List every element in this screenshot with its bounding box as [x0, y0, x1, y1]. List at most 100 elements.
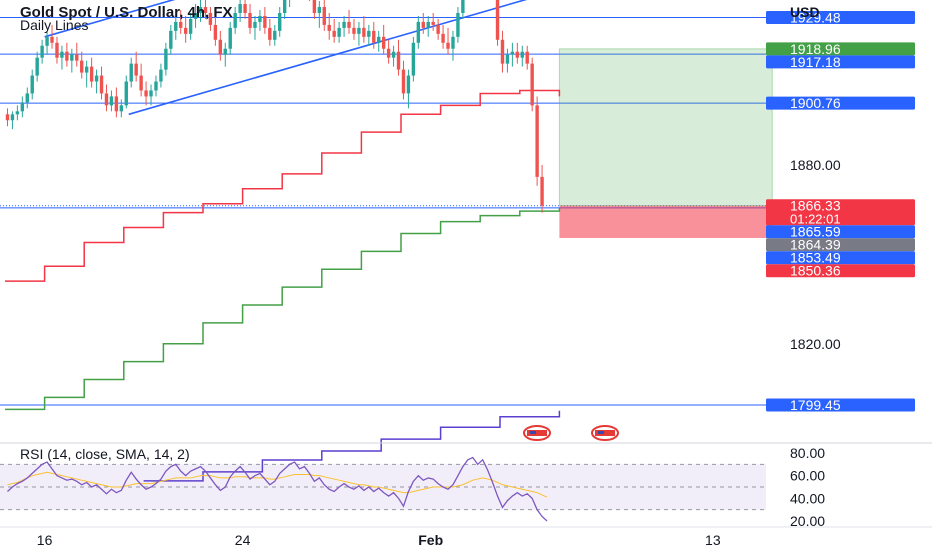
price-badge-bg — [766, 96, 915, 110]
candle — [238, 0, 242, 22]
candle — [179, 10, 183, 34]
candle — [282, 0, 287, 19]
candle — [248, 4, 252, 34]
candle — [124, 75, 128, 109]
candle — [80, 51, 84, 79]
candle-body — [441, 33, 445, 43]
candle-body — [515, 51, 520, 58]
candle-body — [431, 21, 435, 25]
candle-body — [149, 90, 153, 97]
candle — [75, 42, 79, 67]
candle — [347, 10, 351, 34]
candle-body — [347, 21, 351, 28]
candle — [322, 0, 326, 31]
candle — [357, 21, 361, 46]
candle-body — [401, 69, 406, 94]
price-badge-bg — [766, 11, 915, 25]
candle — [40, 39, 44, 64]
candle — [129, 57, 133, 88]
candle-body — [30, 75, 34, 94]
candle — [515, 42, 520, 64]
candle — [426, 15, 430, 37]
price-badge-text: 1853.49 — [790, 250, 841, 266]
price-badge-text: 1866.33 — [790, 198, 841, 214]
price-badge-bg — [766, 251, 915, 265]
candle-body — [5, 114, 10, 121]
candle-body — [530, 63, 534, 106]
candle — [174, 15, 178, 40]
rsi-legend[interactable]: RSI (14, close, SMA, 14, 2) — [20, 446, 190, 462]
candle — [183, 15, 188, 43]
candle-body — [174, 21, 178, 31]
candle — [20, 96, 25, 118]
price-badge-bg — [766, 199, 915, 226]
price-badge-text: 1900.76 — [790, 95, 841, 111]
candle — [436, 18, 440, 40]
candle — [198, 0, 203, 22]
price-badge: 1853.49 — [766, 250, 915, 266]
price-badge: 1918.96 — [766, 41, 915, 57]
x-tick-label: 13 — [705, 532, 721, 548]
candle — [441, 24, 445, 49]
candle — [154, 75, 158, 97]
candle-body — [322, 7, 326, 25]
candle-body — [134, 63, 138, 76]
candle — [65, 42, 69, 67]
price-badge-bg — [766, 225, 915, 239]
candle — [50, 24, 54, 49]
rsi-line — [7, 456, 548, 522]
price-badge: 1799.45 — [766, 397, 915, 413]
candle — [258, 10, 262, 31]
candle — [505, 48, 510, 73]
trend-line — [44, 0, 176, 38]
rsi-band — [0, 464, 766, 510]
candle-body — [342, 21, 346, 28]
candle — [500, 30, 505, 73]
us-flag-event-icon — [523, 425, 551, 441]
rsi-tick-label: 80.00 — [790, 445, 825, 461]
symbol-title[interactable]: Gold Spot / U.S. Dollar, 4h, FX — [20, 4, 233, 21]
candle-body — [169, 30, 173, 49]
candle — [233, 7, 237, 34]
candle — [289, 0, 291, 8]
rsi-tick-label: 60.00 — [790, 468, 825, 484]
candle — [391, 45, 396, 67]
price-badge-text: 1929.48 — [790, 10, 841, 26]
candle-body — [114, 96, 119, 112]
candle — [416, 15, 421, 49]
candle — [188, 12, 193, 40]
candle-body — [520, 51, 524, 58]
candle — [520, 45, 524, 67]
candle — [213, 15, 218, 46]
price-badge: 1917.18 — [766, 54, 915, 70]
candle — [55, 36, 59, 64]
candle-body — [124, 81, 128, 106]
candle-body — [55, 42, 59, 58]
candle-body — [164, 48, 168, 70]
candle-body — [208, 12, 213, 25]
candle — [109, 90, 114, 112]
candle — [208, 7, 213, 31]
step-line-blue — [143, 410, 561, 482]
candle-body — [391, 51, 396, 58]
candle-body — [253, 21, 257, 28]
candle-body — [381, 36, 386, 49]
candle — [134, 51, 138, 82]
candle-body — [179, 21, 183, 28]
candle-body — [129, 63, 133, 82]
stop-zone — [559, 205, 773, 238]
candle-body — [60, 51, 64, 58]
indicator-name[interactable]: Daily Lines — [20, 17, 89, 33]
candle — [386, 39, 391, 64]
candle-body — [317, 7, 322, 13]
candle-body — [337, 27, 341, 37]
candle-body — [495, 0, 500, 40]
x-tick-label: 24 — [235, 532, 251, 548]
candle-body — [65, 51, 69, 61]
candle — [352, 18, 356, 40]
candle — [159, 63, 163, 88]
candle-body — [75, 54, 79, 61]
candle — [411, 36, 416, 82]
candle — [317, 1, 322, 28]
